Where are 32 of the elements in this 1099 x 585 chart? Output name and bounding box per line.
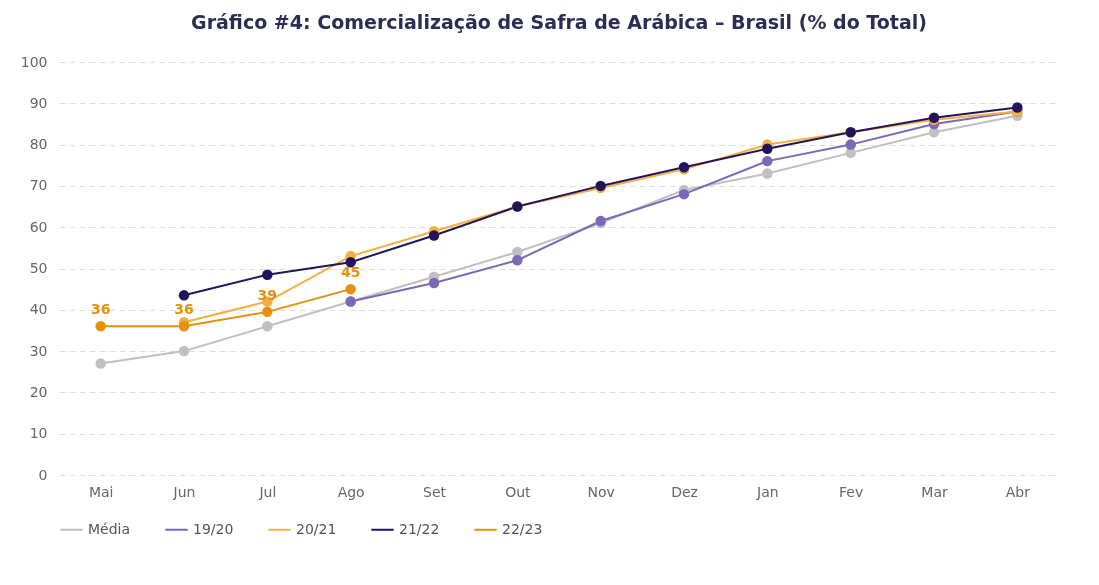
x-tick-label: Mar bbox=[921, 483, 948, 500]
y-tick-label: 70 bbox=[29, 177, 48, 194]
y-tick-label: 80 bbox=[29, 136, 48, 153]
x-tick-label: Mai bbox=[88, 483, 114, 500]
x-tick-label: Dez bbox=[671, 483, 698, 500]
y-tick-label: 90 bbox=[29, 94, 48, 111]
chart-title: Gráfico #4: Comercialização de Safra de Arábica – Brasil (% do Total) bbox=[191, 11, 927, 33]
legend-label: 20/21 bbox=[296, 520, 337, 537]
y-tick-label: 0 bbox=[38, 466, 48, 483]
data-label: 45 bbox=[340, 264, 361, 281]
y-tick-label: 60 bbox=[29, 218, 48, 235]
y-tick-label: 30 bbox=[29, 342, 48, 359]
legend-label: 19/20 bbox=[193, 520, 234, 537]
x-tick-label: Jan bbox=[756, 483, 779, 500]
x-tick-label: Ago bbox=[337, 483, 365, 500]
x-tick-label: Fev bbox=[839, 483, 864, 500]
x-tick-label: Jun bbox=[172, 483, 196, 500]
data-label: 36 bbox=[174, 301, 194, 318]
y-tick-label: 50 bbox=[29, 260, 48, 276]
legend-label: Média bbox=[88, 520, 131, 537]
y-tick-label: 100 bbox=[20, 53, 48, 70]
y-tick-label: 40 bbox=[29, 301, 48, 318]
legend-label: 21/22 bbox=[399, 520, 440, 537]
y-tick-label: 20 bbox=[29, 383, 48, 400]
data-label: 36 bbox=[90, 301, 111, 318]
x-tick-label: Abr bbox=[1005, 483, 1031, 500]
x-tick-label: Out bbox=[505, 483, 532, 500]
x-tick-label: Set bbox=[423, 483, 447, 500]
x-tick-label: Nov bbox=[587, 483, 615, 500]
y-tick-label: 10 bbox=[29, 425, 48, 442]
x-tick-label: Jul bbox=[258, 483, 277, 500]
legend-label: 22/23 bbox=[502, 520, 543, 537]
